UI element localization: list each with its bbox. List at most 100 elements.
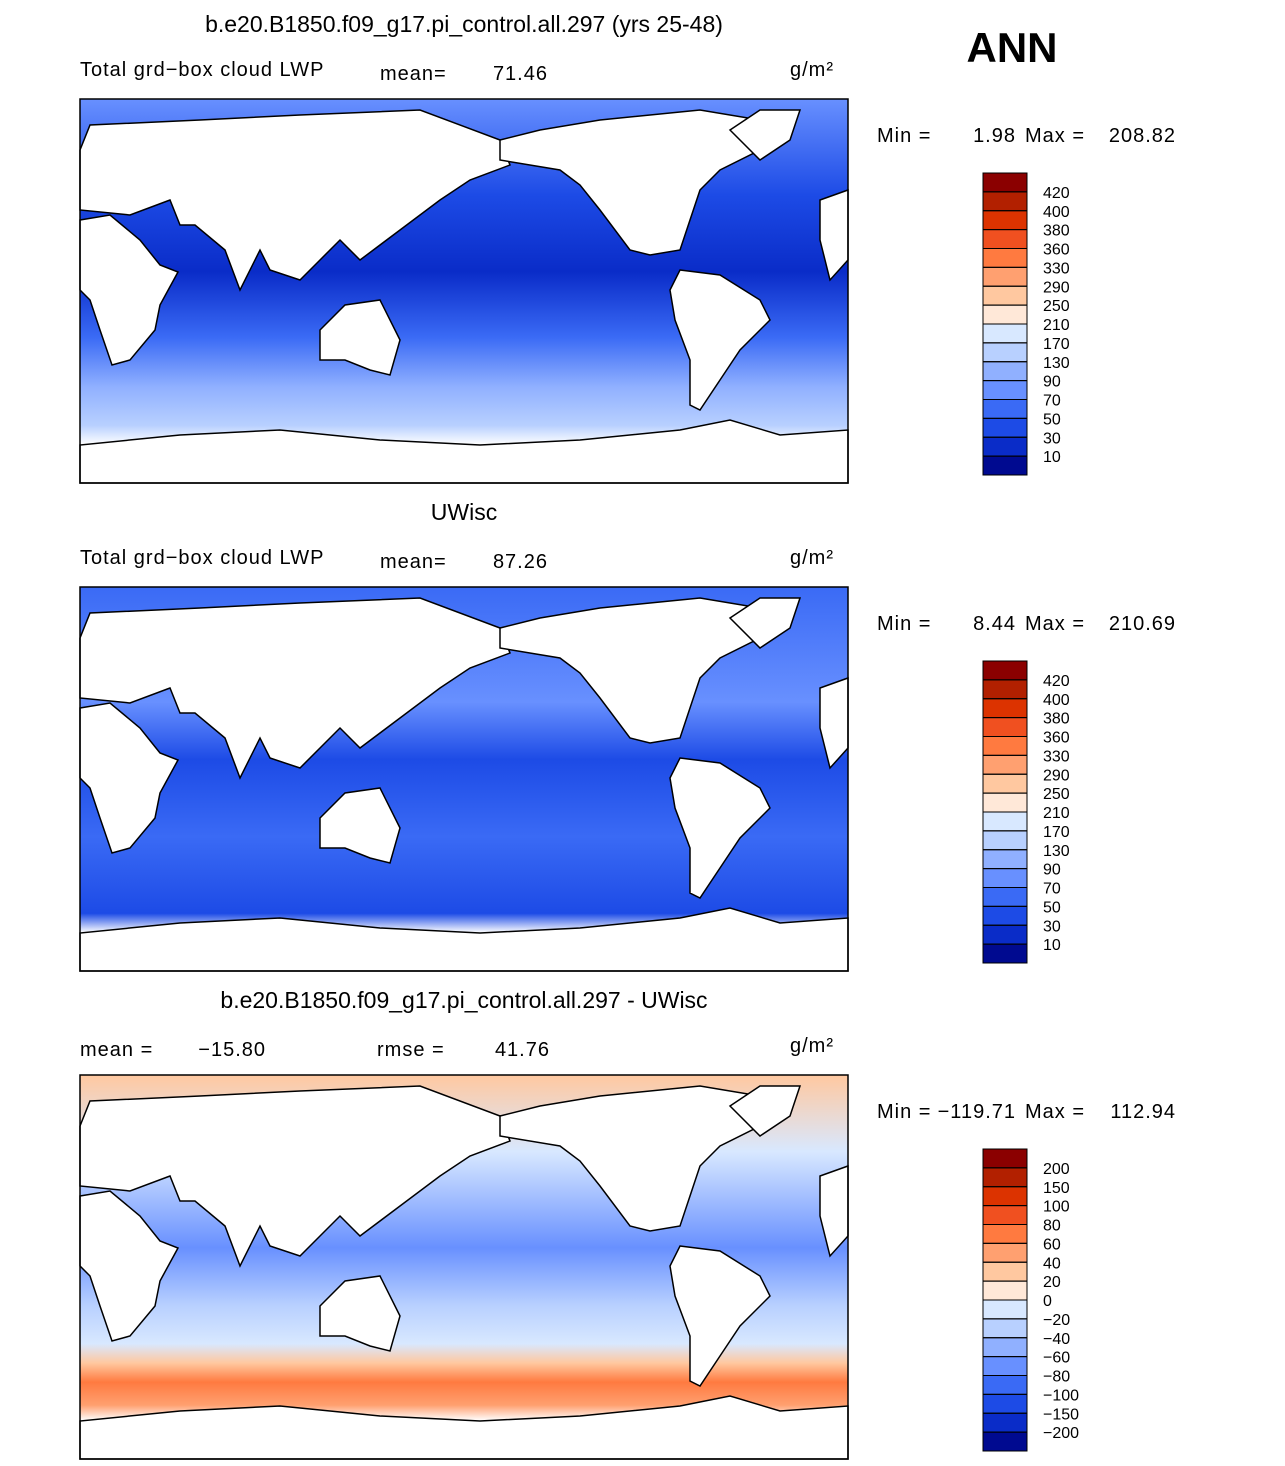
stat-label: rmse =: [377, 1039, 445, 1061]
colorbar-label: 60: [1043, 1236, 1061, 1253]
colorbar-box: [982, 1148, 1028, 1169]
colorbar-label: 90: [1043, 374, 1061, 391]
colorbar-label: 170: [1043, 824, 1070, 841]
colorbar-box: [982, 1431, 1028, 1452]
colorbar-box: [982, 1224, 1028, 1244]
min-value: 8.44: [973, 613, 1016, 635]
colorbar-box: [982, 342, 1028, 363]
colorbar-box: [982, 943, 1028, 964]
panels: b.e20.B1850.f09_g17.pi_control.all.297 (…: [79, 11, 1176, 1460]
colorbar-label: 210: [1043, 317, 1070, 334]
colorbar-label: −200: [1043, 1425, 1079, 1442]
colorbar-label: 80: [1043, 1218, 1061, 1235]
colorbar-label: 170: [1043, 336, 1070, 353]
colorbar-label: 200: [1043, 1161, 1070, 1178]
colorbar-label: −80: [1043, 1369, 1070, 1386]
panel-title: b.e20.B1850.f09_g17.pi_control.all.297 -…: [220, 987, 707, 1013]
colorbar-box: [982, 1280, 1028, 1301]
max-label: Max =: [1025, 125, 1085, 147]
colorbar-label: 30: [1043, 430, 1061, 447]
colorbar-box: [982, 399, 1028, 419]
colorbar-box: [982, 1186, 1028, 1207]
colorbar-box: [982, 698, 1028, 719]
colorbar-label: 330: [1043, 260, 1070, 277]
colorbar-label: −60: [1043, 1350, 1070, 1367]
colorbar-box: [982, 792, 1028, 813]
colorbar-box: [982, 924, 1028, 945]
min-label: Min =: [877, 1101, 931, 1123]
colorbar-label: 0: [1043, 1293, 1052, 1310]
colorbar-label: 330: [1043, 748, 1070, 765]
colorbar-box: [982, 1337, 1028, 1358]
colorbar-box: [982, 660, 1028, 681]
colorbar-box: [982, 1375, 1028, 1395]
max-label: Max =: [1025, 1101, 1085, 1123]
colorbar-box: [982, 323, 1028, 344]
colorbar-box: [982, 229, 1028, 249]
map-frame: [79, 98, 849, 484]
max-value: 112.94: [1110, 1101, 1176, 1123]
colorbar-label: −20: [1043, 1312, 1070, 1329]
colorbar-label: 130: [1043, 843, 1070, 860]
colorbar-label: 90: [1043, 862, 1061, 879]
colorbar-box: [982, 717, 1028, 737]
colorbar-box: [982, 1242, 1028, 1263]
colorbar-box: [982, 905, 1028, 926]
colorbar-box: [982, 1318, 1028, 1339]
colorbar-box: [982, 1356, 1028, 1376]
colorbar-box: [982, 285, 1028, 306]
colorbar-box: [982, 361, 1028, 382]
colorbar-label: 360: [1043, 242, 1070, 259]
colorbar-box: [982, 1412, 1028, 1433]
colorbar-label: 290: [1043, 767, 1070, 784]
colorbar-label: 20: [1043, 1274, 1061, 1291]
colorbar-box: [982, 210, 1028, 231]
stat-value: 87.26: [493, 551, 548, 573]
colorbar-label: 10: [1043, 449, 1061, 466]
colorbar-box: [982, 830, 1028, 851]
max-label: Max =: [1025, 613, 1085, 635]
colorbar-label: 420: [1043, 185, 1070, 202]
colorbar-box: [982, 191, 1028, 212]
colorbar-box: [982, 887, 1028, 907]
colorbar-label: 380: [1043, 711, 1070, 728]
colorbar-box: [982, 304, 1028, 325]
colorbar-label: 380: [1043, 223, 1070, 240]
colorbar-label: −150: [1043, 1406, 1079, 1423]
colorbar-label: 130: [1043, 355, 1070, 372]
stat-label: mean =: [80, 1039, 153, 1061]
colorbar-label: 100: [1043, 1199, 1070, 1216]
colorbar-box: [982, 1167, 1028, 1188]
season-label: ANN: [967, 24, 1058, 71]
variable-label: Total grd−box cloud LWP: [80, 59, 324, 81]
colorbar-label: 50: [1043, 411, 1061, 428]
colorbar-label: 40: [1043, 1255, 1061, 1272]
stat-value: 41.76: [495, 1039, 550, 1061]
colorbar-label: 250: [1043, 786, 1070, 803]
colorbar-box: [982, 436, 1028, 457]
units: g/m²: [790, 547, 834, 569]
colorbar-label: 70: [1043, 881, 1061, 898]
colorbar-label: 290: [1043, 279, 1070, 296]
colorbar-box: [982, 736, 1028, 756]
colorbar-label: 30: [1043, 918, 1061, 935]
stat-value: 71.46: [493, 63, 548, 85]
colorbar-label: 400: [1043, 692, 1070, 709]
colorbar-box: [982, 1205, 1028, 1225]
stat-value: −15.80: [198, 1039, 266, 1061]
colorbar-box: [982, 266, 1028, 287]
units: g/m²: [790, 1035, 834, 1057]
units: g/m²: [790, 59, 834, 81]
colorbar-box: [982, 417, 1028, 438]
colorbar-label: 420: [1043, 673, 1070, 690]
min-value: −119.71: [938, 1101, 1016, 1123]
colorbar-box: [982, 1261, 1028, 1282]
colorbar-label: 50: [1043, 899, 1061, 916]
min-label: Min =: [877, 613, 931, 635]
colorbar-box: [982, 849, 1028, 870]
colorbar-label: −100: [1043, 1387, 1079, 1404]
max-value: 208.82: [1109, 125, 1176, 147]
colorbar-box: [982, 679, 1028, 700]
colorbar-box: [982, 868, 1028, 888]
min-value: 1.98: [973, 125, 1016, 147]
